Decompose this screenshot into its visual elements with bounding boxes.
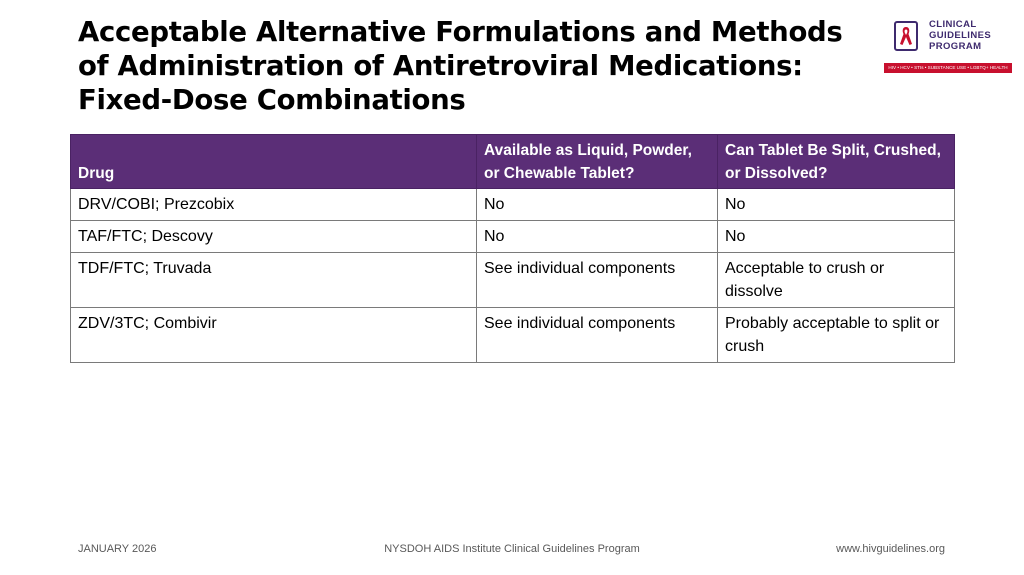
cell-drug: TDF/FTC; Truvada bbox=[70, 252, 477, 308]
table-row: DRV/COBI; Prezcobix No No bbox=[70, 188, 955, 221]
header-split-crush-dissolve: Can Tablet Be Split, Crushed, or Dissolv… bbox=[717, 134, 955, 189]
clinical-guidelines-program-logo: CLINICAL GUIDELINES PROGRAM HIV • HCV • … bbox=[884, 17, 1012, 75]
logo-line-3: PROGRAM bbox=[929, 41, 982, 52]
cell-formulation: No bbox=[476, 220, 718, 253]
footer-date: JANUARY 2026 bbox=[78, 543, 157, 555]
page-title: Acceptable Alternative Formulations and … bbox=[78, 15, 878, 117]
cell-formulation: See individual components bbox=[476, 307, 718, 363]
table-row: ZDV/3TC; Combivir See individual compone… bbox=[70, 307, 955, 363]
cell-drug: TAF/FTC; Descovy bbox=[70, 220, 477, 253]
title-line-1: Acceptable Alternative Formulations and … bbox=[78, 16, 843, 48]
logo-line-1: CLINICAL bbox=[929, 19, 977, 30]
table-row: TAF/FTC; Descovy No No bbox=[70, 220, 955, 253]
header-drug: Drug bbox=[70, 134, 477, 189]
table-row: TDF/FTC; Truvada See individual componen… bbox=[70, 252, 955, 308]
cell-split-crush: No bbox=[717, 188, 955, 221]
title-line-2: of Administration of Antiretroviral Medi… bbox=[78, 50, 803, 82]
footer-website-link[interactable]: www.hivguidelines.org bbox=[836, 543, 945, 555]
cell-drug: DRV/COBI; Prezcobix bbox=[70, 188, 477, 221]
cell-split-crush: No bbox=[717, 220, 955, 253]
header-alternative-formulation: Available as Liquid, Powder, or Chewable… bbox=[476, 134, 718, 189]
cell-split-crush: Acceptable to crush or dissolve bbox=[717, 252, 955, 308]
logo-wordmark: CLINICAL GUIDELINES PROGRAM bbox=[929, 19, 1014, 52]
logo-emblem bbox=[894, 21, 918, 51]
logo-line-2: GUIDELINES bbox=[929, 30, 992, 41]
red-ribbon-icon bbox=[900, 27, 912, 45]
cell-split-crush: Probably acceptable to split or crush bbox=[717, 307, 955, 363]
cell-formulation: No bbox=[476, 188, 718, 221]
cell-drug: ZDV/3TC; Combivir bbox=[70, 307, 477, 363]
fixed-dose-combinations-table: Drug Available as Liquid, Powder, or Che… bbox=[70, 134, 955, 363]
table-header-row: Drug Available as Liquid, Powder, or Che… bbox=[70, 134, 955, 189]
logo-tagline: HIV • HCV • STIs • SUBSTANCE USE • LGBTQ… bbox=[884, 63, 1012, 73]
cell-formulation: See individual components bbox=[476, 252, 718, 308]
footer-program-name: NYSDOH AIDS Institute Clinical Guideline… bbox=[384, 543, 640, 555]
title-line-3: Fixed-Dose Combinations bbox=[78, 84, 466, 116]
